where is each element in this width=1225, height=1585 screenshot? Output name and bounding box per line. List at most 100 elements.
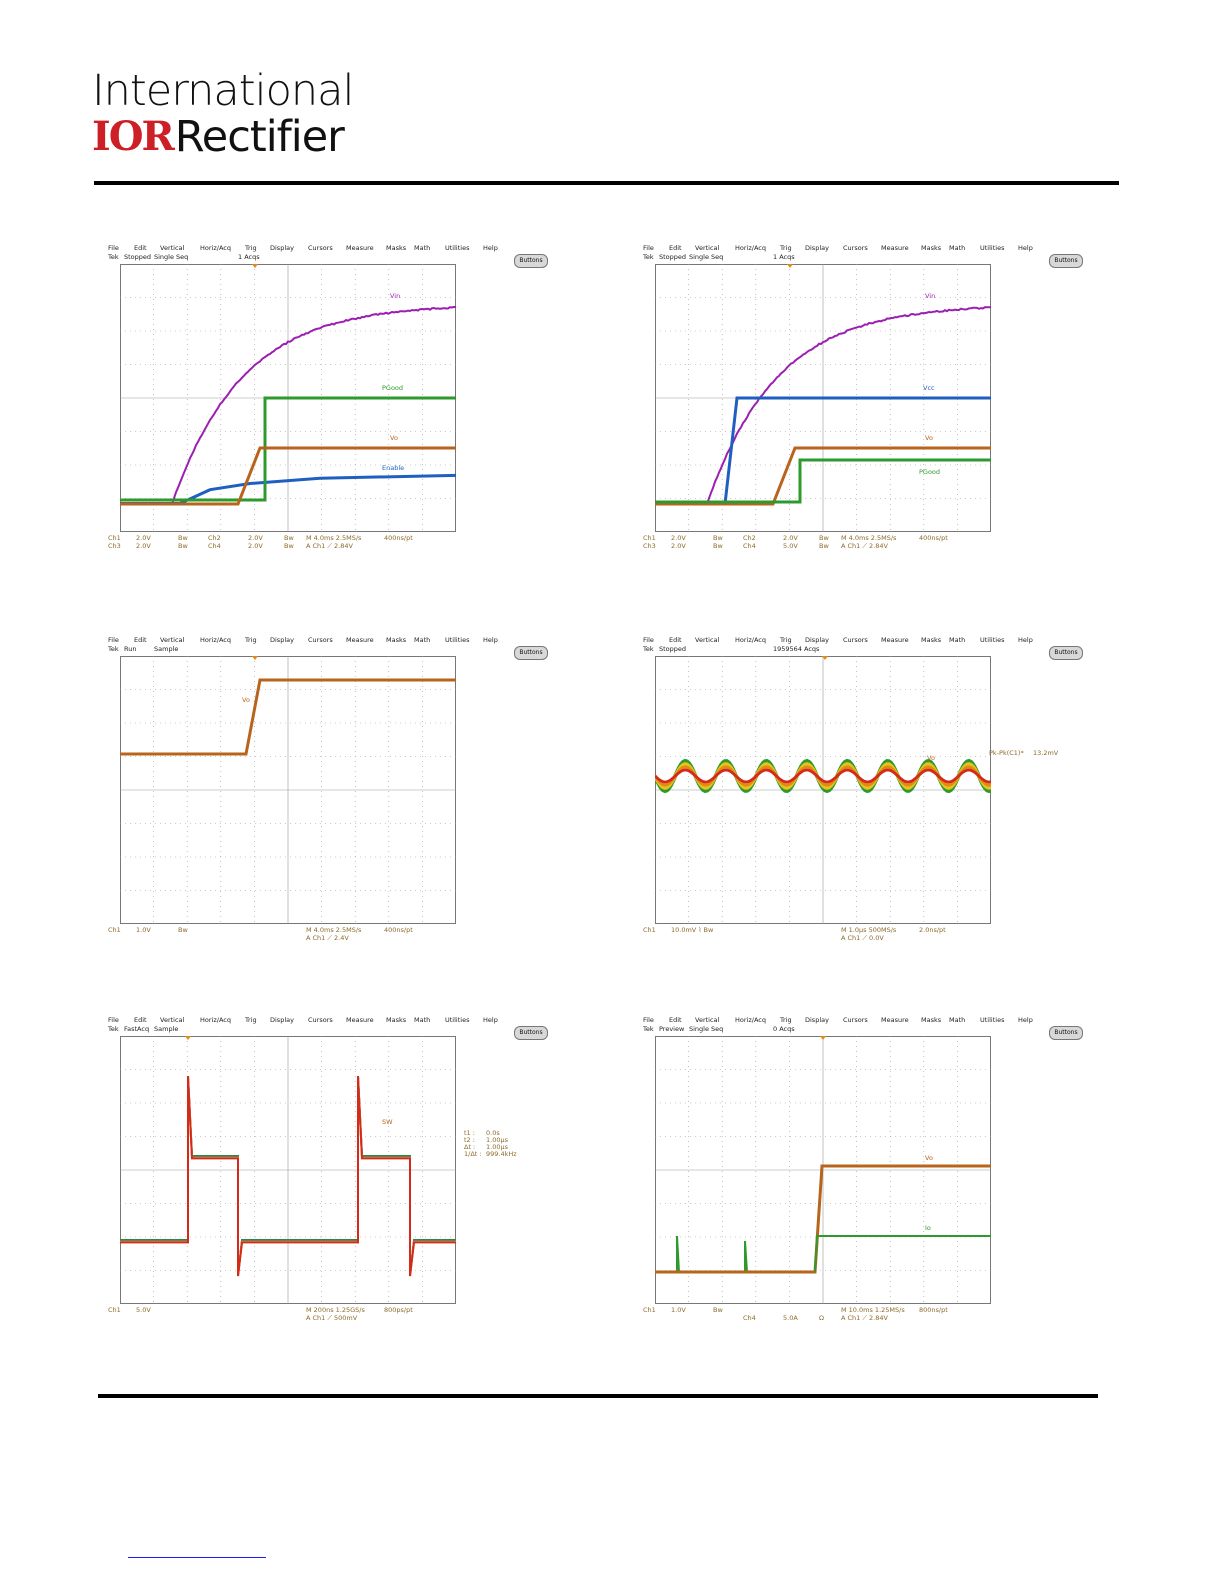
setting-r1-1: 1.0V	[671, 1306, 686, 1314]
menu-cursors[interactable]: Cursors	[308, 636, 333, 644]
menu-edit[interactable]: Edit	[134, 244, 147, 252]
menu-trig[interactable]: Trig	[780, 1016, 792, 1024]
menu-display[interactable]: Display	[805, 636, 829, 644]
menu-vertical[interactable]: Vertical	[160, 244, 184, 252]
menu-display[interactable]: Display	[270, 1016, 294, 1024]
menu-display[interactable]: Display	[270, 244, 294, 252]
menu-measure[interactable]: Measure	[346, 244, 374, 252]
menu-cursors[interactable]: Cursors	[308, 1016, 333, 1024]
menu-utilities[interactable]: Utilities	[445, 244, 469, 252]
menu-masks[interactable]: Masks	[386, 636, 406, 644]
setting-r1-0: Ch1	[108, 534, 121, 542]
scope-settings-footer: Ch1 2.0V Bw Ch2 2.0V Bw M 4.0ms 2.5MS/s 400ns/p…	[643, 534, 1083, 556]
menu-vertical[interactable]: Vertical	[695, 1016, 719, 1024]
buttons-button[interactable]: Buttons	[514, 1026, 548, 1040]
menu-masks[interactable]: Masks	[921, 244, 941, 252]
setting-r1-0: Ch1	[108, 1306, 121, 1314]
menu-masks[interactable]: Masks	[386, 1016, 406, 1024]
menu-cursors[interactable]: Cursors	[308, 244, 333, 252]
menu-measure[interactable]: Measure	[881, 244, 909, 252]
buttons-button[interactable]: Buttons	[1049, 254, 1083, 268]
buttons-button[interactable]: Buttons	[1049, 1026, 1083, 1040]
menu-edit[interactable]: Edit	[669, 1016, 682, 1024]
menu-file[interactable]: File	[643, 636, 654, 644]
trigger-position-marker	[185, 1036, 191, 1040]
menu-vertical[interactable]: Vertical	[695, 244, 719, 252]
scope-status-bar: Tek FastAcq Sample	[108, 1025, 548, 1035]
acq-state: Run	[124, 645, 136, 653]
menu-vertical[interactable]: Vertical	[695, 636, 719, 644]
menu-help[interactable]: Help	[1018, 244, 1033, 252]
menu-masks[interactable]: Masks	[921, 636, 941, 644]
menu-math[interactable]: Math	[414, 636, 430, 644]
menu-utilities[interactable]: Utilities	[980, 1016, 1004, 1024]
setting-r1-4: 2.0V	[783, 534, 798, 542]
setting-r1-0: Ch1	[643, 534, 656, 542]
menu-file[interactable]: File	[108, 1016, 119, 1024]
acq-count: 1 Acqs	[773, 253, 795, 261]
trigger-position-marker	[252, 264, 258, 268]
menu-help[interactable]: Help	[1018, 636, 1033, 644]
menu-math[interactable]: Math	[949, 1016, 965, 1024]
menu-cursors[interactable]: Cursors	[843, 636, 868, 644]
menu-measure[interactable]: Measure	[881, 636, 909, 644]
menu-vertical[interactable]: Vertical	[160, 636, 184, 644]
menu-masks[interactable]: Masks	[921, 1016, 941, 1024]
menu-horizacq[interactable]: Horiz/Acq	[200, 1016, 231, 1024]
menu-file[interactable]: File	[108, 636, 119, 644]
menu-trig[interactable]: Trig	[780, 244, 792, 252]
trace-label-pgood: PGood	[382, 384, 403, 392]
menu-edit[interactable]: Edit	[669, 244, 682, 252]
setting-r1-1: 2.0V	[671, 534, 686, 542]
scope-status-bar: Tek Preview Single Seq 0 Acqs	[643, 1025, 1083, 1035]
menu-display[interactable]: Display	[805, 1016, 829, 1024]
menu-display[interactable]: Display	[805, 244, 829, 252]
setting-r2-5: Ω	[819, 1314, 824, 1322]
menu-horizacq[interactable]: Horiz/Acq	[200, 244, 231, 252]
buttons-button[interactable]: Buttons	[1049, 646, 1083, 660]
menu-measure[interactable]: Measure	[881, 1016, 909, 1024]
menu-math[interactable]: Math	[949, 636, 965, 644]
menu-measure[interactable]: Measure	[346, 636, 374, 644]
scope-screen-3: File Edit Vertical Horiz/Acq Trig Display Curs…	[108, 634, 548, 964]
menu-utilities[interactable]: Utilities	[980, 244, 1004, 252]
setting-r2-3: Ch4	[208, 542, 221, 550]
menu-help[interactable]: Help	[1018, 1016, 1033, 1024]
menu-utilities[interactable]: Utilities	[445, 1016, 469, 1024]
buttons-button[interactable]: Buttons	[514, 646, 548, 660]
menu-file[interactable]: File	[643, 1016, 654, 1024]
menu-math[interactable]: Math	[949, 244, 965, 252]
menu-help[interactable]: Help	[483, 1016, 498, 1024]
menu-measure[interactable]: Measure	[346, 1016, 374, 1024]
menu-horizacq[interactable]: Horiz/Acq	[200, 636, 231, 644]
acq-count: 1959564 Acqs	[773, 645, 819, 653]
menu-cursors[interactable]: Cursors	[843, 1016, 868, 1024]
menu-utilities[interactable]: Utilities	[445, 636, 469, 644]
menu-math[interactable]: Math	[414, 244, 430, 252]
menu-cursors[interactable]: Cursors	[843, 244, 868, 252]
menu-trig[interactable]: Trig	[245, 636, 257, 644]
menu-horizacq[interactable]: Horiz/Acq	[735, 1016, 766, 1024]
menu-trig[interactable]: Trig	[245, 244, 257, 252]
menu-utilities[interactable]: Utilities	[980, 636, 1004, 644]
menu-edit[interactable]: Edit	[669, 636, 682, 644]
setting-r2-6: A Ch1 ⟋ 2.4V	[306, 934, 349, 943]
menu-display[interactable]: Display	[270, 636, 294, 644]
menu-trig[interactable]: Trig	[780, 636, 792, 644]
menu-edit[interactable]: Edit	[134, 1016, 147, 1024]
setting-r1-6: M 4.0ms 2.5MS/s	[306, 534, 361, 542]
footer-link-underline[interactable]	[128, 1557, 266, 1558]
menu-horizacq[interactable]: Horiz/Acq	[735, 244, 766, 252]
menu-masks[interactable]: Masks	[386, 244, 406, 252]
menu-edit[interactable]: Edit	[134, 636, 147, 644]
menu-help[interactable]: Help	[483, 636, 498, 644]
menu-trig[interactable]: Trig	[245, 1016, 257, 1024]
scope-screen-5: File Edit Vertical Horiz/Acq Trig Display Curs…	[108, 1014, 548, 1344]
menu-help[interactable]: Help	[483, 244, 498, 252]
menu-file[interactable]: File	[643, 244, 654, 252]
menu-horizacq[interactable]: Horiz/Acq	[735, 636, 766, 644]
buttons-button[interactable]: Buttons	[514, 254, 548, 268]
menu-file[interactable]: File	[108, 244, 119, 252]
menu-math[interactable]: Math	[414, 1016, 430, 1024]
menu-vertical[interactable]: Vertical	[160, 1016, 184, 1024]
